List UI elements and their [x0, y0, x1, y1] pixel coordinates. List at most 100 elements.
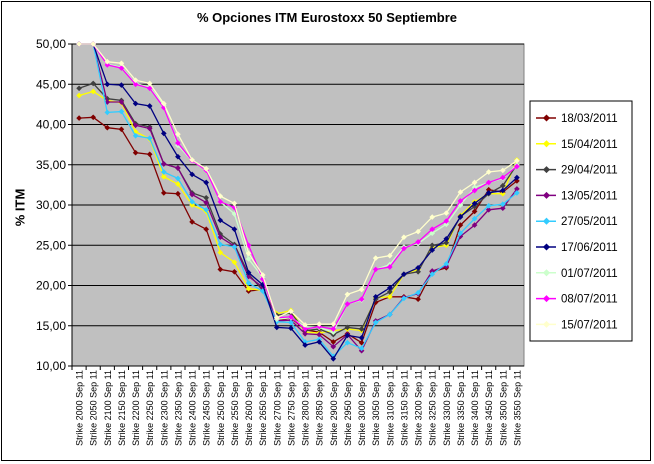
data-point	[499, 190, 506, 197]
data-point	[160, 130, 167, 137]
data-point	[386, 311, 393, 318]
legend-item: 17/06/2011	[536, 242, 618, 254]
y-tick-label: 35,00	[36, 158, 66, 172]
data-point	[245, 269, 252, 276]
legend-label: 15/07/2011	[561, 319, 618, 331]
data-point	[344, 339, 351, 346]
legend-item: 13/05/2011	[536, 190, 618, 202]
data-point	[443, 239, 450, 246]
data-point	[401, 234, 407, 241]
data-point	[443, 218, 450, 224]
data-point	[146, 151, 153, 158]
legend-marker	[542, 217, 551, 225]
x-tick-label: Strike 2500 Sep 11	[216, 370, 226, 446]
x-tick-label: Strike 2700 Sep 11	[272, 370, 282, 446]
data-point	[189, 202, 195, 208]
data-point	[231, 226, 238, 233]
data-point	[485, 169, 492, 175]
data-point	[231, 268, 238, 275]
data-point	[146, 103, 153, 109]
data-point	[429, 214, 436, 220]
data-point	[189, 171, 195, 178]
data-point	[132, 77, 139, 84]
data-point	[372, 293, 379, 300]
data-point	[245, 285, 252, 292]
data-point	[471, 208, 478, 215]
data-point	[344, 332, 351, 339]
data-point	[330, 355, 337, 362]
data-point	[146, 85, 153, 92]
legend-marker	[542, 191, 551, 199]
data-point	[217, 193, 224, 199]
data-point	[457, 222, 464, 228]
data-point	[175, 181, 181, 187]
data-point	[330, 329, 337, 336]
data-point	[514, 190, 520, 196]
data-point	[485, 179, 492, 186]
data-point	[217, 234, 224, 241]
data-point	[330, 343, 337, 350]
data-point	[273, 314, 280, 321]
x-tick-label: Strike 2400 Sep 11	[188, 370, 198, 446]
legend-marker	[542, 140, 551, 148]
data-point	[90, 80, 97, 87]
y-tick-label: 30,00	[36, 198, 66, 212]
data-point	[132, 149, 139, 156]
series-line	[79, 43, 518, 358]
y-tick-label: 40,00	[36, 118, 66, 132]
legend-item: 15/07/2011	[536, 319, 618, 331]
data-point	[160, 173, 167, 180]
data-point	[429, 242, 436, 249]
data-point	[358, 296, 365, 303]
legend-item: 08/07/2011	[536, 294, 618, 306]
data-point	[160, 161, 167, 167]
x-tick-label: Strike 3150 Sep 11	[399, 370, 409, 446]
y-tick-label: 25,00	[36, 238, 66, 252]
data-point	[245, 256, 252, 262]
data-point	[485, 206, 492, 213]
data-point	[457, 189, 464, 195]
x-tick-label: Strike 3400 Sep 11	[470, 370, 480, 446]
data-point	[203, 165, 210, 172]
series-line	[79, 43, 518, 326]
data-point	[344, 301, 351, 307]
series-08-07-2011	[76, 41, 520, 332]
data-point	[485, 190, 492, 196]
data-point	[118, 99, 125, 105]
data-point	[231, 259, 238, 266]
data-point	[401, 245, 407, 252]
x-tick-label: Strike 3250 Sep 11	[428, 370, 438, 446]
legend-label: 01/07/2011	[561, 268, 618, 280]
data-point	[358, 339, 365, 346]
data-point	[217, 217, 224, 224]
x-tick-label: Strike 3300 Sep 11	[442, 370, 452, 446]
x-tick-label: Strike 2600 Sep 11	[244, 370, 254, 446]
data-point	[288, 325, 294, 332]
x-tick-label: Strike 2350 Sep 11	[173, 370, 183, 446]
data-point	[146, 125, 153, 132]
data-point	[386, 293, 393, 300]
data-point	[203, 194, 210, 201]
data-point	[499, 201, 506, 208]
data-point	[401, 295, 407, 302]
data-point	[273, 324, 280, 331]
x-tick-label: Strike 2850 Sep 11	[315, 370, 325, 446]
data-point	[514, 163, 520, 170]
data-point	[429, 226, 436, 233]
data-point	[344, 291, 351, 298]
data-point	[302, 342, 308, 348]
legend-marker	[542, 166, 551, 174]
data-point	[175, 175, 181, 182]
data-point	[499, 167, 506, 174]
data-point	[429, 271, 436, 278]
data-point	[358, 345, 365, 352]
data-point	[499, 182, 506, 189]
data-point	[146, 80, 153, 87]
legend-label: 27/05/2011	[561, 216, 618, 228]
data-point	[358, 334, 365, 341]
x-tick-label: Strike 2800 Sep 11	[301, 370, 311, 446]
data-point	[231, 244, 238, 250]
data-point	[132, 132, 139, 139]
x-tick-label: Strike 3450 Sep 11	[484, 370, 494, 446]
